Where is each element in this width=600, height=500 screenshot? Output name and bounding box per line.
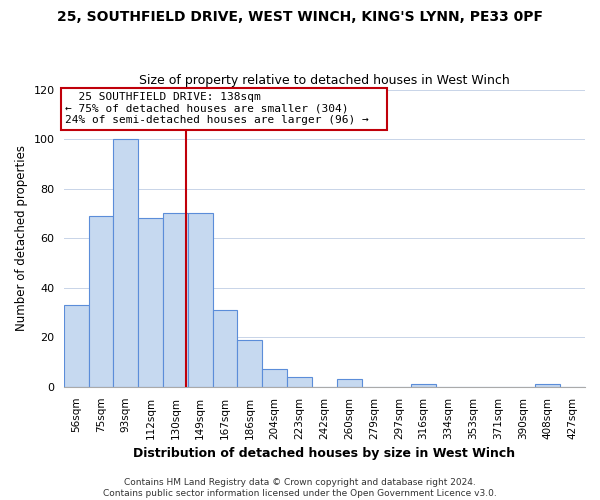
Title: Size of property relative to detached houses in West Winch: Size of property relative to detached ho… [139, 74, 510, 87]
Text: Contains HM Land Registry data © Crown copyright and database right 2024.
Contai: Contains HM Land Registry data © Crown c… [103, 478, 497, 498]
Bar [89, 216, 113, 387]
Bar [535, 384, 560, 387]
Bar [113, 139, 138, 387]
Text: 25 SOUTHFIELD DRIVE: 138sqm
← 75% of detached houses are smaller (304)
24% of se: 25 SOUTHFIELD DRIVE: 138sqm ← 75% of det… [65, 92, 382, 125]
Bar [138, 218, 163, 387]
Bar [64, 305, 89, 387]
Bar [188, 214, 212, 387]
Y-axis label: Number of detached properties: Number of detached properties [15, 145, 28, 331]
Bar [411, 384, 436, 387]
Bar [163, 214, 188, 387]
Bar [287, 377, 312, 387]
Text: 25, SOUTHFIELD DRIVE, WEST WINCH, KING'S LYNN, PE33 0PF: 25, SOUTHFIELD DRIVE, WEST WINCH, KING'S… [57, 10, 543, 24]
Bar [337, 380, 362, 387]
Bar [238, 340, 262, 387]
Bar [212, 310, 238, 387]
Bar [262, 370, 287, 387]
X-axis label: Distribution of detached houses by size in West Winch: Distribution of detached houses by size … [133, 447, 515, 460]
